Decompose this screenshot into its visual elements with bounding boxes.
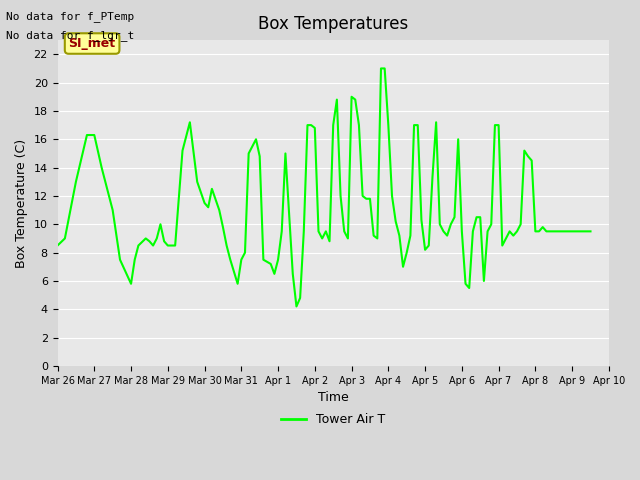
Text: No data for f_PTemp: No data for f_PTemp: [6, 11, 134, 22]
Legend: Tower Air T: Tower Air T: [276, 408, 390, 432]
Title: Box Temperatures: Box Temperatures: [258, 15, 408, 33]
Y-axis label: Box Temperature (C): Box Temperature (C): [15, 138, 28, 267]
Text: No data for f_lgr_t: No data for f_lgr_t: [6, 30, 134, 41]
X-axis label: Time: Time: [318, 391, 349, 404]
Text: SI_met: SI_met: [68, 37, 116, 50]
